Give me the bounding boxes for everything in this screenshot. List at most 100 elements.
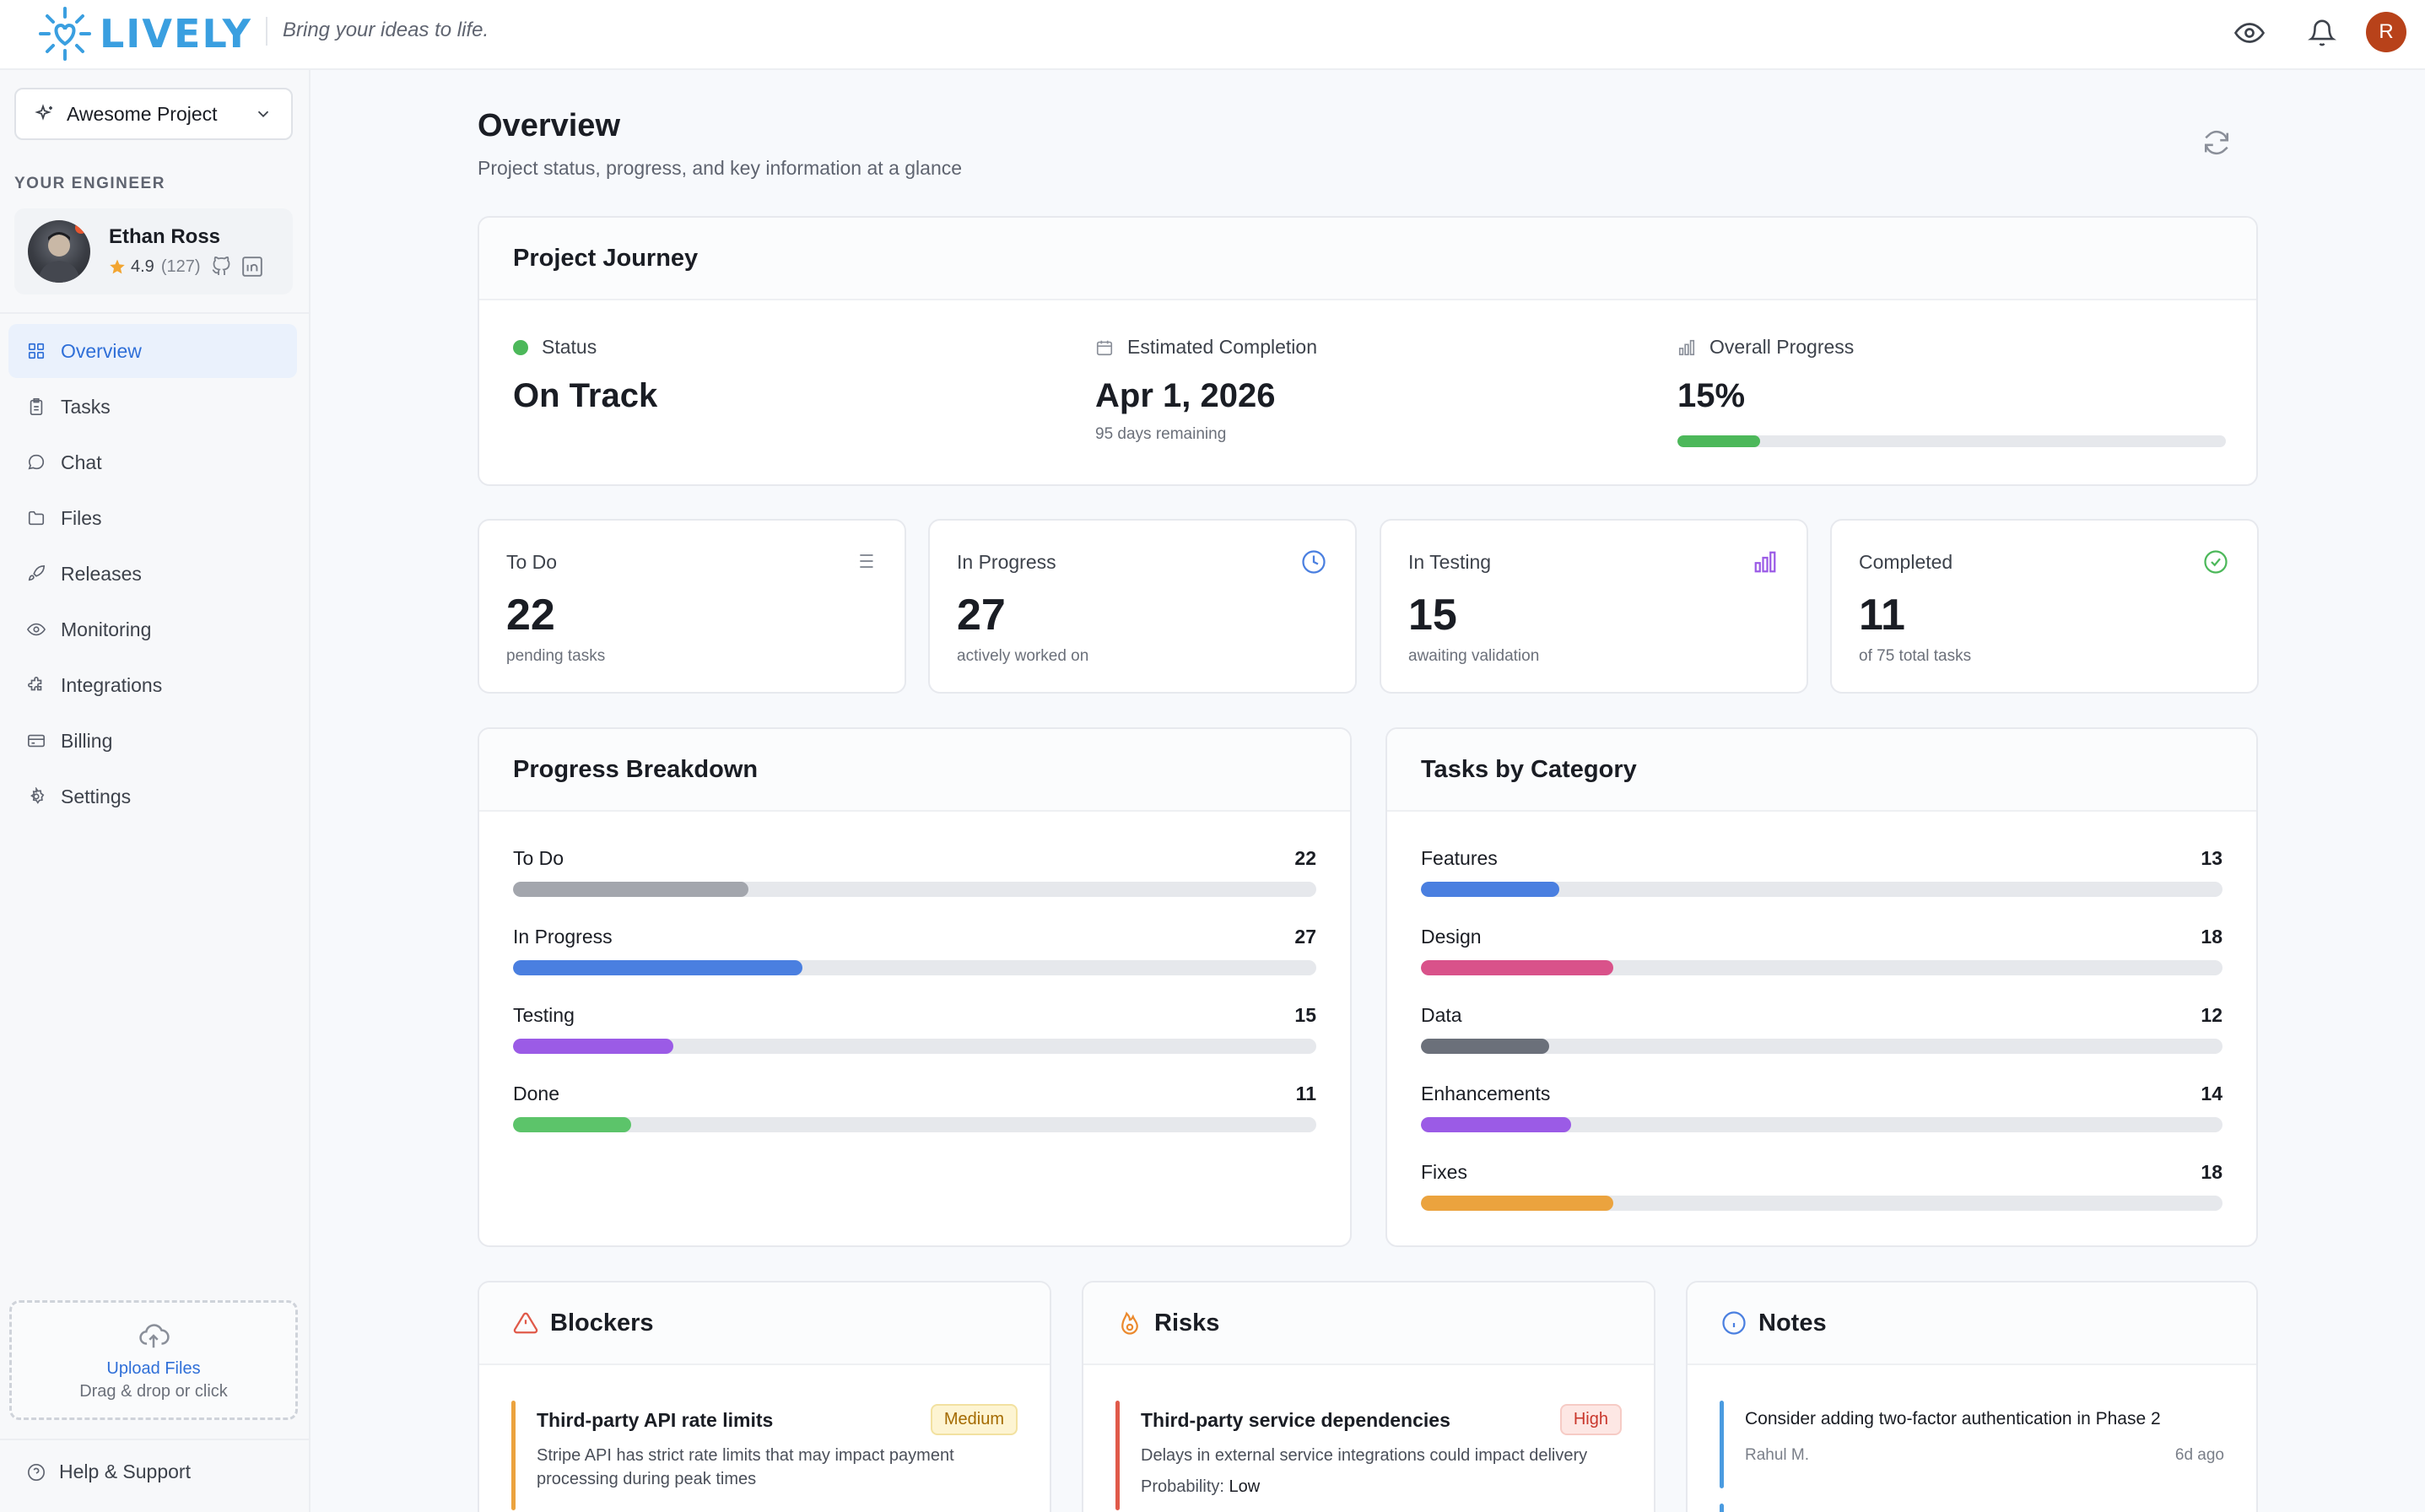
sidebar-item-monitoring[interactable]: Monitoring — [8, 602, 297, 656]
row-count: 11 — [1295, 1083, 1316, 1104]
bar-chart-icon — [1754, 551, 1776, 573]
row-label: To Do — [513, 847, 564, 869]
row-progress-fill — [1421, 882, 1560, 897]
probability-value: Low — [1229, 1477, 1261, 1496]
blockers-card: Blockers Third-party API rate limits Med… — [478, 1281, 1051, 1512]
sidebar-item-integrations[interactable]: Integrations — [8, 658, 297, 712]
sidebar-item-files[interactable]: Files — [8, 491, 297, 545]
probability-label: Probability: — [1141, 1477, 1224, 1496]
progress-value: 15% — [1677, 377, 1746, 414]
sidebar-item-label: Files — [61, 506, 102, 529]
row-label: In Progress — [513, 926, 613, 948]
logo[interactable]: LIVELY — [35, 5, 252, 62]
stat-sub: of 75 total tasks — [1859, 647, 1972, 665]
row-label: Data — [1421, 1004, 1462, 1026]
bar-chart-icon — [1678, 339, 1695, 355]
overall-progress-bar — [1677, 435, 2226, 447]
rocket-icon — [28, 565, 45, 581]
stat-card-in-testing[interactable]: In Testing 15 awaiting validation — [1380, 519, 1808, 694]
upload-dropzone[interactable]: Upload Files Drag & drop or click — [9, 1300, 298, 1420]
sidebar-divider — [0, 312, 309, 314]
list-icon — [855, 554, 873, 569]
completion-label: Estimated Completion — [1127, 336, 1317, 358]
sidebar-item-settings[interactable]: Settings — [8, 770, 297, 824]
severity-badge: Medium — [930, 1404, 1018, 1435]
help-label: Help & Support — [59, 1461, 191, 1482]
row-label: Features — [1421, 847, 1498, 869]
row-count: 27 — [1294, 926, 1316, 948]
sidebar-item-label: Overview — [61, 339, 142, 362]
stat-card-in-progress[interactable]: In Progress 27 actively worked on — [928, 519, 1357, 694]
row-count: 18 — [2201, 926, 2222, 948]
category-row: Enhancements 14 — [1421, 1083, 2222, 1161]
row-progress-fill — [1421, 1117, 1571, 1132]
breakdown-rows: To Do 22 In Progress 27 Testing 15 Done 11 — [513, 847, 1316, 1161]
rating-value: 4.9 — [131, 256, 154, 276]
card-title: Notes — [1758, 1309, 1827, 1336]
note-title: Consider adding two-factor authenticatio… — [1745, 1409, 2161, 1428]
row-progress-fill — [1421, 960, 1613, 975]
notes-card: Notes Consider adding two-factor authent… — [1686, 1281, 2258, 1512]
blocker-title: Third-party API rate limits — [537, 1409, 774, 1431]
breakdown-row: Done 11 — [513, 1083, 1316, 1161]
row-count: 18 — [2201, 1161, 2222, 1183]
blocker-item[interactable]: Third-party API rate limits Medium Strip… — [511, 1401, 1018, 1510]
risk-desc: Delays in external service integrations … — [1141, 1446, 1588, 1465]
engineer-section-label: YOUR ENGINEER — [14, 175, 165, 192]
sidebar-item-overview[interactable]: Overview — [8, 324, 297, 378]
tagline: Bring your ideas to life. — [283, 19, 489, 41]
breakdown-row: In Progress 27 — [513, 926, 1316, 1004]
row-progress-fill — [513, 960, 802, 975]
card-title: Blockers — [550, 1309, 654, 1336]
progress-block: Overall Progress 15% — [1677, 336, 1854, 415]
bell-icon[interactable] — [2303, 14, 2341, 51]
stat-card-completed[interactable]: Completed 11 of 75 total tasks — [1830, 519, 2259, 694]
sidebar-item-tasks[interactable]: Tasks — [8, 380, 297, 434]
category-row: Design 18 — [1421, 926, 2222, 1004]
flame-icon — [1121, 1311, 1138, 1335]
stat-card-todo[interactable]: To Do 22 pending tasks — [478, 519, 906, 694]
card-title: Project Journey — [513, 244, 699, 272]
risk-probability: Probability: Low — [1141, 1477, 1622, 1497]
engineer-name: Ethan Ross — [109, 225, 221, 248]
sidebar-item-releases[interactable]: Releases — [8, 547, 297, 601]
refresh-button[interactable] — [2202, 128, 2231, 161]
row-progress-fill — [1421, 1039, 1549, 1054]
upload-subtitle: Drag & drop or click — [79, 1382, 228, 1401]
github-icon[interactable] — [211, 256, 231, 277]
linkedin-icon[interactable] — [241, 256, 263, 278]
status-block: Status On Track — [513, 336, 657, 415]
stat-label: In Testing — [1408, 551, 1492, 573]
risks-card: Risks Third-party service dependencies H… — [1082, 1281, 1655, 1512]
sidebar-item-billing[interactable]: Billing — [8, 714, 297, 768]
note-item[interactable]: Consider adding two-factor authenticatio… — [1720, 1401, 2224, 1512]
page-title: Overview — [478, 108, 620, 143]
tasks-by-category-card: Tasks by Category Features 13 Design 18 Da… — [1385, 727, 2258, 1247]
sidebar-item-chat[interactable]: Chat — [8, 435, 297, 489]
stat-value: 27 — [957, 591, 1006, 640]
warning-triangle-icon — [513, 1312, 538, 1334]
user-avatar[interactable]: R — [2366, 12, 2406, 52]
blocker-desc: Stripe API has strict rate limits that m… — [537, 1446, 954, 1488]
risk-item[interactable]: Third-party service dependencies High De… — [1115, 1401, 1622, 1510]
progress-label: Overall Progress — [1709, 336, 1855, 358]
sidebar-divider — [0, 1439, 309, 1440]
stat-value: 15 — [1408, 591, 1457, 640]
header-divider — [266, 17, 267, 46]
person-photo-icon — [38, 232, 80, 283]
sun-heart-icon — [39, 7, 91, 61]
preview-eye-icon[interactable] — [2231, 14, 2268, 51]
page-subtitle: Project status, progress, and key inform… — [478, 157, 963, 179]
cloud-upload-icon — [139, 1324, 170, 1348]
stat-sub: pending tasks — [506, 647, 606, 665]
sidebar-item-label: Monitoring — [61, 618, 152, 640]
help-support-link[interactable]: Help & Support — [27, 1461, 191, 1483]
project-selector[interactable]: Awesome Project — [14, 88, 293, 140]
star-icon — [110, 259, 125, 274]
check-circle-icon — [2204, 550, 2228, 574]
sidebar-item-label: Integrations — [61, 673, 163, 696]
calendar-icon — [1096, 340, 1113, 355]
chat-icon — [28, 454, 45, 470]
chevron-down-icon — [257, 111, 269, 118]
engineer-card[interactable]: Ethan Ross 4.9 (127) — [14, 208, 293, 294]
